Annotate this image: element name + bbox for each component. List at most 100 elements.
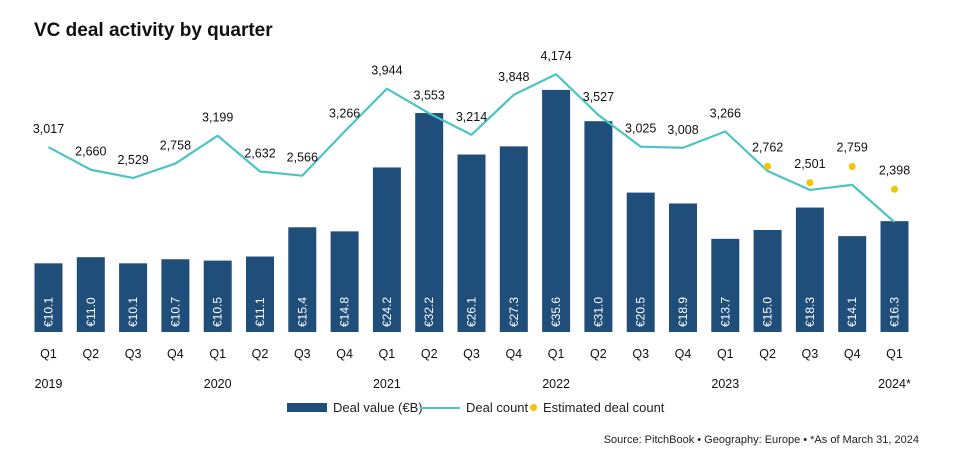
- x-year-label: 2024*: [878, 377, 911, 391]
- x-tick-label: Q3: [802, 347, 819, 361]
- bar-series: [34, 89, 909, 332]
- x-tick-label: Q2: [590, 347, 607, 361]
- deal-count-label: 2,398: [879, 163, 910, 177]
- bar: [372, 167, 401, 332]
- bar-value-label: €15.4: [295, 297, 309, 327]
- x-tick-label: Q3: [632, 347, 649, 361]
- bar: [203, 260, 232, 332]
- deal-count-label: 3,025: [625, 122, 656, 136]
- bar-value-label: €15.0: [761, 297, 775, 327]
- bar-label-series: €10.1 €11.0 €10.1 €10.7 €10.5 €11.1 €15.4 €14.8…: [42, 297, 902, 327]
- bar: [542, 89, 571, 332]
- deal-count-label: 2,566: [287, 151, 318, 165]
- bar: [415, 113, 444, 332]
- bar-value-label: €16.3: [888, 297, 902, 327]
- bar: [457, 154, 486, 332]
- bar: [161, 259, 190, 332]
- bar: [330, 231, 359, 332]
- x-tick-label: Q4: [675, 347, 692, 361]
- line-series: [47, 73, 896, 223]
- x-tick-label: Q4: [336, 347, 353, 361]
- x-tick-label: Q1: [886, 347, 903, 361]
- bar: [584, 121, 613, 332]
- bar: [795, 207, 824, 332]
- bar: [288, 227, 317, 332]
- deal-count-label: 3,944: [371, 64, 402, 78]
- estimated-point: [806, 179, 814, 187]
- deal-count-label: 3,199: [202, 111, 233, 125]
- bar-value-label: €20.5: [634, 297, 648, 327]
- bar-value-label: €13.7: [718, 297, 732, 327]
- x-year-label: 2019: [35, 377, 63, 391]
- chart-title: VC deal activity by quarter: [34, 20, 273, 41]
- bar-value-label: €10.5: [211, 297, 225, 327]
- estimated-point: [891, 185, 898, 193]
- deal-count-label: 2,759: [837, 140, 868, 154]
- x-tick-label: Q4: [505, 347, 522, 361]
- x-tick-label: Q2: [252, 347, 269, 361]
- bar: [34, 263, 63, 332]
- deal-count-label: 3,008: [667, 123, 698, 137]
- deal-count-label: 2,529: [117, 153, 148, 167]
- x-tick-label: Q2: [421, 347, 438, 361]
- deal-count-label: 3,017: [33, 122, 64, 136]
- bar-value-label: €18.3: [803, 297, 817, 327]
- bar: [499, 146, 528, 332]
- bar-value-label: €35.6: [549, 297, 563, 327]
- x-tick-label: Q2: [759, 347, 776, 361]
- deal-count-label: 3,553: [414, 88, 445, 102]
- x-year-label: 2022: [542, 377, 570, 391]
- x-tick-label: Q4: [167, 347, 184, 361]
- bar-value-label: €11.1: [253, 297, 267, 326]
- estimate-series: [764, 162, 898, 193]
- bar-value-label: €24.2: [380, 297, 394, 327]
- legend-bar-swatch: [287, 403, 327, 412]
- legend-item-deal-value: Deal value (€B): [287, 400, 423, 415]
- bar-value-label: €14.8: [338, 297, 352, 327]
- bar-value-label: €14.1: [845, 297, 859, 327]
- bar: [76, 257, 105, 332]
- bar-value-label: €18.9: [676, 297, 690, 327]
- bar: [246, 256, 274, 332]
- bar-value-label: €32.2: [422, 297, 436, 327]
- deal-count-label: 2,632: [244, 147, 275, 161]
- estimated-point: [848, 162, 856, 170]
- x-tick-label: Q3: [125, 347, 142, 361]
- bar: [119, 263, 148, 332]
- bar-value-label: €10.1: [126, 297, 140, 327]
- deal-count-label: 3,848: [498, 70, 529, 84]
- legend-label-estimated: Estimated deal count: [543, 400, 665, 415]
- bar: [880, 221, 909, 332]
- deal-count-label: 3,266: [329, 106, 360, 120]
- bar-value-label: €10.1: [42, 297, 56, 327]
- legend: Deal value (€B) Deal count Estimated dea…: [0, 400, 959, 420]
- deal-count-label: 2,660: [75, 145, 106, 159]
- bar: [711, 238, 740, 332]
- x-tick-label: Q1: [717, 347, 734, 361]
- count-label-series: 3,017 2,660 2,529 2,758 3,199 2,632 2,566 3,266…: [33, 49, 910, 177]
- legend-item-deal-count: Deal count: [420, 400, 528, 415]
- bar-value-label: €27.3: [507, 297, 521, 327]
- x-axis: Q1 Q2 Q3 Q4 Q1 Q2 Q3 Q4 Q1 Q2 Q3 Q4 Q1 Q2 Q3 Q4 Q1 Q2 Q3 Q4…: [35, 347, 911, 391]
- x-tick-label: Q4: [844, 347, 861, 361]
- legend-label-deal-value: Deal value (€B): [333, 400, 423, 415]
- legend-dot-swatch: [530, 404, 537, 411]
- x-tick-label: Q1: [548, 347, 565, 361]
- bar-value-label: €31.0: [591, 297, 605, 327]
- x-tick-label: Q1: [379, 347, 396, 361]
- x-tick-label: Q1: [40, 347, 57, 361]
- legend-label-deal-count: Deal count: [466, 400, 529, 415]
- x-year-label: 2020: [204, 377, 232, 391]
- bar: [838, 236, 867, 332]
- legend-line-swatch: [420, 406, 460, 409]
- x-year-label: 2023: [711, 377, 739, 391]
- x-year-label: 2021: [373, 377, 401, 391]
- bar: [626, 192, 655, 332]
- deal-count-label: 2,758: [160, 139, 191, 153]
- bar-value-label: €11.0: [84, 297, 98, 326]
- bar: [669, 203, 697, 332]
- deal-count-label: 4,174: [540, 49, 571, 63]
- x-tick-label: Q3: [463, 347, 480, 361]
- deal-count-label: 3,214: [456, 110, 487, 124]
